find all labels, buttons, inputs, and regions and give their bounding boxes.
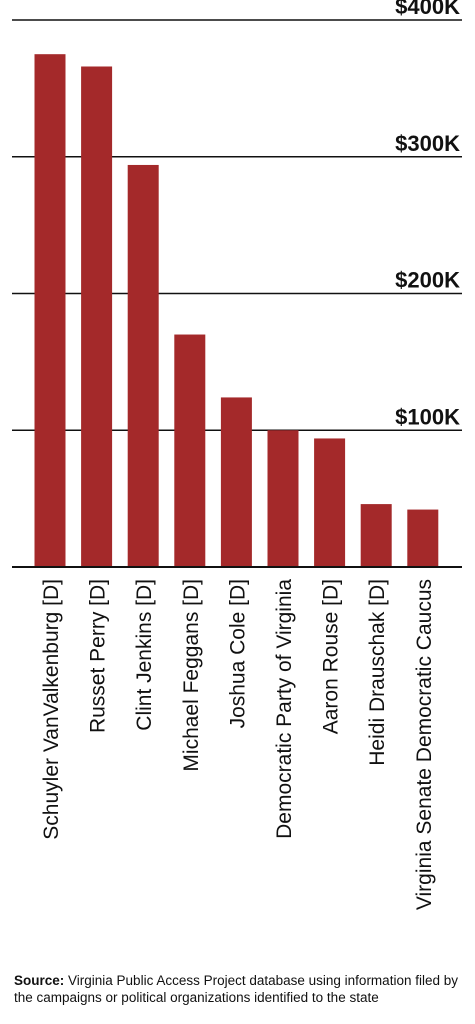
bar (174, 334, 206, 567)
x-tick-label: Joshua Cole [D] (226, 579, 249, 728)
x-tick-label: Schuyler VanValkenburg [D] (40, 579, 63, 840)
source-label: Source: (14, 973, 65, 988)
chart-svg: $100K $200K $300K $400K Schuyler VanValkenbu… (12, 0, 462, 910)
x-tick-label: Aaron Rouse [D] (320, 579, 343, 734)
bar-chart: $100K $200K $300K $400K Schuyler VanValkenbu… (12, 0, 462, 910)
bar (360, 504, 392, 567)
x-tick-label: Virginia Senate Democratic Caucus (413, 579, 436, 910)
bar (220, 397, 252, 567)
y-tick-label: $200K (395, 268, 460, 293)
x-tick-label: Heidi Drauschak [D] (366, 579, 389, 766)
source-text: Virginia Public Access Project database … (14, 973, 458, 1005)
y-tick-label: $400K (395, 0, 460, 19)
y-tick-label: $300K (395, 131, 460, 156)
x-tick-label: Clint Jenkins [D] (133, 579, 156, 731)
source-note: Source: Virginia Public Access Project d… (14, 972, 464, 1006)
bar (127, 164, 159, 567)
bar (81, 66, 113, 568)
x-tick-label: Russet Perry [D] (87, 579, 110, 733)
y-tick-label: $100K (395, 404, 460, 429)
bar (314, 438, 346, 567)
x-tick-label: Democratic Party of Virginia (273, 579, 296, 839)
bar (267, 430, 299, 567)
x-tick-label: Michael Feggans [D] (180, 579, 203, 772)
bar (407, 509, 439, 567)
bar (34, 54, 66, 567)
